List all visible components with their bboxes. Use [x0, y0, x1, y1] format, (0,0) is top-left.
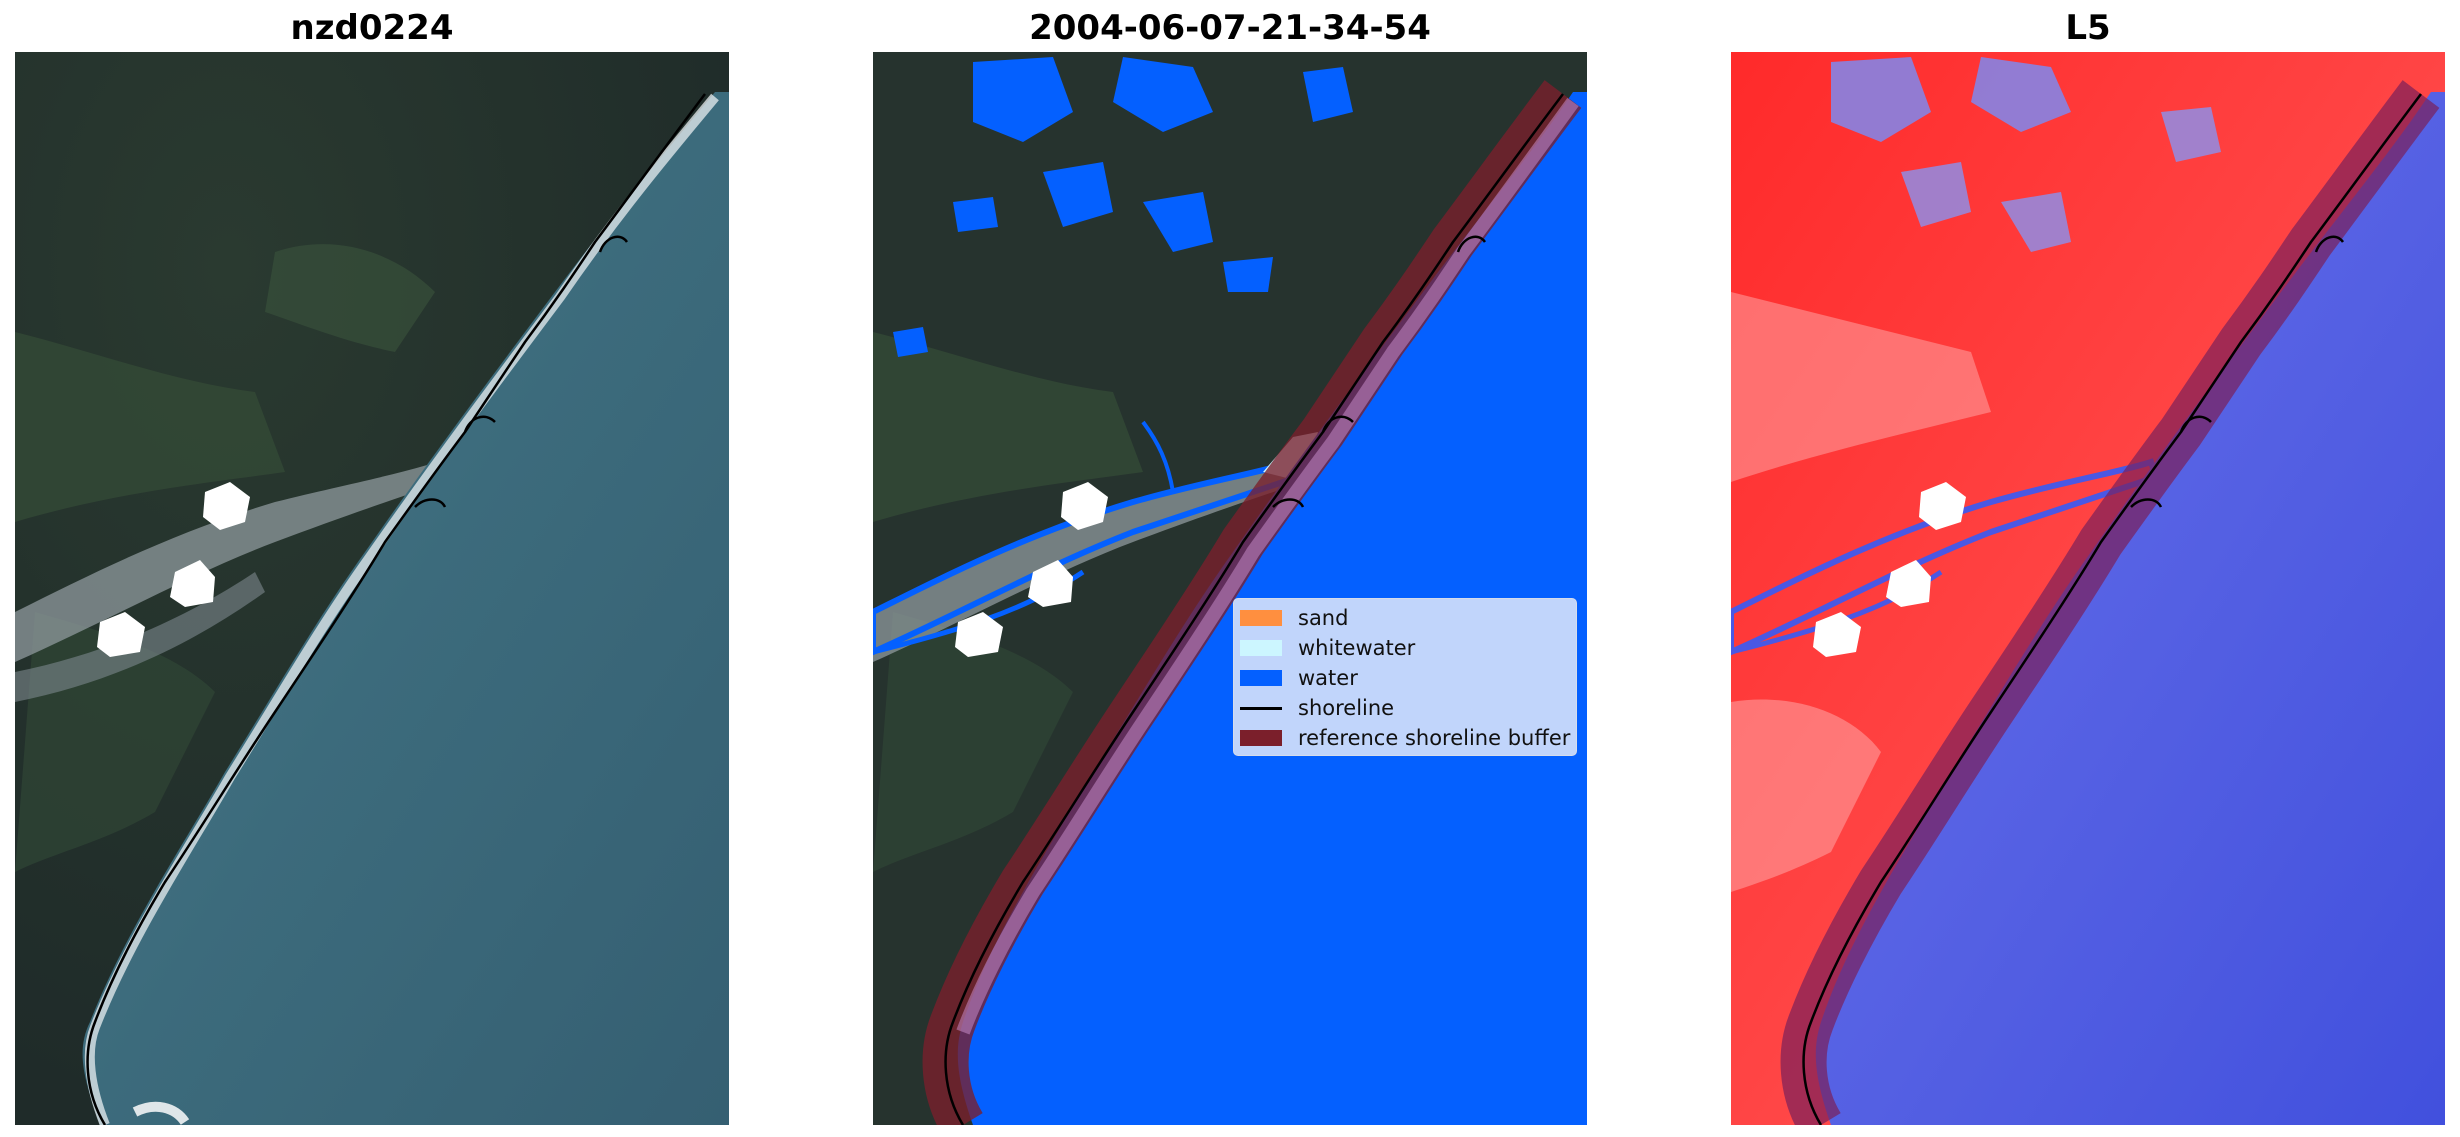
legend-item-sand: sand [1234, 603, 1576, 633]
legend: sand whitewater water shoreline referenc… [1233, 598, 1577, 756]
panel-title-index: L5 [2065, 8, 2111, 48]
classified-image [873, 52, 1587, 1125]
legend-label: reference shoreline buffer [1298, 726, 1571, 750]
legend-item-reference-buffer: reference shoreline buffer [1234, 723, 1576, 753]
legend-label: water [1298, 666, 1358, 690]
legend-label: whitewater [1298, 636, 1416, 660]
legend-label: sand [1298, 606, 1349, 630]
legend-item-whitewater: whitewater [1234, 633, 1576, 663]
legend-swatch-water [1240, 670, 1282, 686]
classified-image-panel [873, 52, 1587, 1125]
index-image-panel [1731, 52, 2445, 1125]
legend-swatch-reference-buffer [1240, 730, 1282, 746]
legend-swatch-sand [1240, 610, 1282, 626]
legend-line-shoreline [1240, 707, 1282, 710]
rgb-image-panel [15, 52, 729, 1125]
panel-title-classified: 2004-06-07-21-34-54 [1029, 8, 1431, 48]
legend-swatch-whitewater [1240, 640, 1282, 656]
rgb-image [15, 52, 729, 1125]
legend-label: shoreline [1298, 696, 1395, 720]
legend-item-water: water [1234, 663, 1576, 693]
index-image [1731, 52, 2445, 1125]
legend-item-shoreline: shoreline [1234, 693, 1576, 723]
panel-title-rgb: nzd0224 [290, 8, 454, 48]
